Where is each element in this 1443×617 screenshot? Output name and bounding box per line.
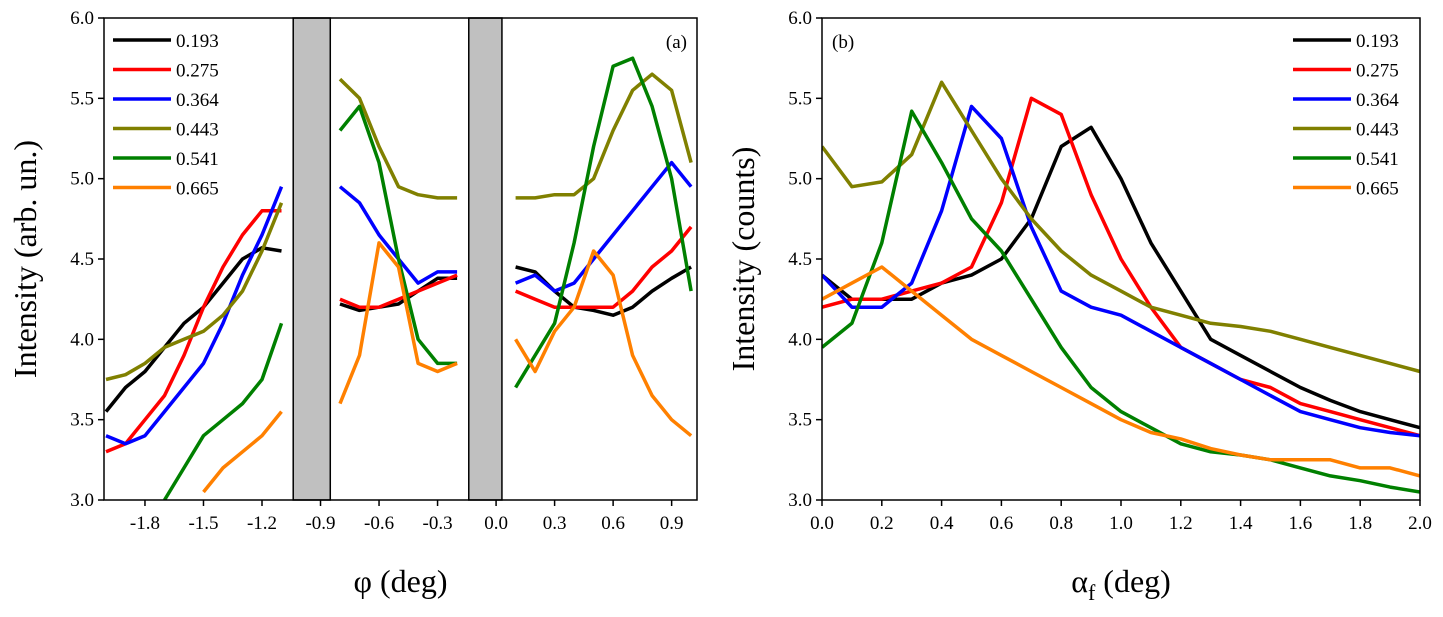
x-axis-label-main: α bbox=[1071, 563, 1088, 599]
x-tick-label: -1.2 bbox=[247, 513, 277, 534]
y-tick-label: 3.0 bbox=[788, 490, 812, 511]
y-tick-label: 5.5 bbox=[70, 88, 94, 109]
x-tick-label: -0.6 bbox=[364, 513, 394, 534]
plot-area bbox=[822, 80, 1420, 494]
x-tick-label: 0.3 bbox=[543, 513, 567, 534]
masked-region bbox=[292, 17, 332, 501]
x-tick-label: 0.9 bbox=[660, 513, 684, 534]
panel-label: (b) bbox=[832, 32, 854, 53]
series-line bbox=[822, 104, 1420, 438]
series-line bbox=[163, 56, 693, 500]
y-tick-label: 4.0 bbox=[788, 329, 812, 350]
x-tick-label: 0.8 bbox=[1049, 513, 1073, 534]
x-tick-label: -0.3 bbox=[423, 513, 453, 534]
series-line bbox=[822, 96, 1420, 438]
series-line bbox=[202, 241, 693, 494]
x-tick-label: 0.6 bbox=[601, 513, 625, 534]
y-tick-label: 5.0 bbox=[788, 169, 812, 190]
legend-label: 0.443 bbox=[176, 120, 219, 141]
panel-label: (a) bbox=[666, 32, 687, 53]
x-axis-label-unit: (deg) bbox=[1095, 563, 1171, 599]
y-axis-label: Intensity (counts) bbox=[725, 147, 761, 372]
y-tick-label: 3.5 bbox=[788, 410, 812, 431]
legend-label: 0.275 bbox=[176, 61, 219, 82]
legend-label: 0.541 bbox=[1356, 149, 1399, 170]
plot-area bbox=[104, 56, 693, 500]
series-line bbox=[822, 80, 1420, 374]
legend-label: 0.193 bbox=[1356, 31, 1399, 52]
y-tick-label: 4.5 bbox=[788, 249, 812, 270]
x-axis-label: φ (deg) bbox=[354, 563, 448, 599]
x-tick-label: 2.0 bbox=[1408, 513, 1432, 534]
x-tick-label: 0.2 bbox=[870, 513, 894, 534]
series-line bbox=[822, 125, 1420, 430]
x-tick-label: 1.4 bbox=[1229, 513, 1253, 534]
x-tick-label: -1.5 bbox=[188, 513, 218, 534]
x-axis-label-sub: f bbox=[1088, 580, 1096, 605]
legend-label: 0.665 bbox=[176, 179, 219, 200]
x-tick-label: 1.0 bbox=[1109, 513, 1133, 534]
x-axis-label-main: φ (deg) bbox=[354, 563, 448, 599]
x-tick-label: -1.8 bbox=[130, 513, 160, 534]
y-tick-label: 6.0 bbox=[70, 8, 94, 29]
legend-label: 0.443 bbox=[1356, 120, 1399, 141]
series-line bbox=[822, 109, 1420, 494]
y-tick-label: 3.0 bbox=[70, 490, 94, 511]
series-line bbox=[105, 72, 693, 382]
legend-label: 0.193 bbox=[176, 31, 219, 52]
x-tick-label: 0.0 bbox=[810, 513, 834, 534]
y-tick-label: 4.0 bbox=[70, 329, 94, 350]
x-tick-label: 1.8 bbox=[1348, 513, 1372, 534]
x-tick-label: 0.4 bbox=[930, 513, 954, 534]
x-tick-label: -0.9 bbox=[305, 513, 335, 534]
x-tick-label: 1.2 bbox=[1169, 513, 1193, 534]
x-tick-label: 0.0 bbox=[484, 513, 508, 534]
x-axis-label: αf (deg) bbox=[1071, 563, 1171, 605]
series-line bbox=[105, 209, 693, 454]
y-axis-label: Intensity (arb. un.) bbox=[7, 140, 43, 378]
y-tick-label: 4.5 bbox=[70, 249, 94, 270]
masked-region bbox=[468, 17, 503, 501]
legend-label: 0.275 bbox=[1356, 61, 1399, 82]
y-tick-label: 5.5 bbox=[788, 88, 812, 109]
x-tick-label: 0.6 bbox=[990, 513, 1014, 534]
panel: 3.0 3.5 4.0 4.5 5.0 5.5 6.0 0.0 0.2 0.4 0.6 0.8 1.0 1… bbox=[725, 8, 1432, 605]
legend-label: 0.541 bbox=[176, 149, 219, 170]
y-tick-label: 6.0 bbox=[788, 8, 812, 29]
legend-label: 0.364 bbox=[176, 90, 219, 111]
legend-label: 0.665 bbox=[1356, 179, 1399, 200]
panel: 3.0 3.5 4.0 4.5 5.0 5.5 6.0 -1.8 -1.5 -1.2 -0.9 -0.… bbox=[7, 8, 698, 599]
series-line bbox=[822, 265, 1420, 478]
y-tick-label: 3.5 bbox=[70, 410, 94, 431]
legend-label: 0.364 bbox=[1356, 90, 1399, 111]
x-tick-label: 1.6 bbox=[1289, 513, 1313, 534]
y-tick-label: 5.0 bbox=[70, 169, 94, 190]
